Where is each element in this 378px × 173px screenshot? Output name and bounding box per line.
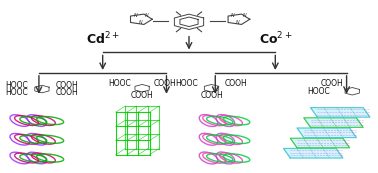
Text: HOOC: HOOC (307, 87, 330, 96)
Polygon shape (311, 108, 370, 117)
Text: COOH: COOH (153, 79, 176, 88)
Polygon shape (297, 128, 356, 138)
Polygon shape (304, 118, 363, 127)
Text: HOOC: HOOC (108, 79, 131, 88)
Text: HOOC: HOOC (5, 88, 28, 97)
Text: COOH: COOH (56, 81, 78, 90)
Text: HOOC: HOOC (176, 79, 198, 88)
Text: N: N (236, 20, 240, 25)
Text: COOH: COOH (131, 91, 153, 100)
Text: COOH: COOH (320, 79, 343, 88)
Text: COOH: COOH (56, 88, 78, 97)
Text: N: N (138, 20, 142, 25)
Polygon shape (284, 148, 343, 158)
Text: N: N (231, 13, 235, 18)
Text: Co$^{2+}$: Co$^{2+}$ (259, 31, 292, 47)
Text: COOH: COOH (225, 79, 247, 88)
Text: N: N (145, 13, 149, 18)
Polygon shape (290, 138, 350, 148)
Text: N: N (133, 13, 137, 18)
Text: N: N (243, 13, 246, 18)
Text: Cd$^{2+}$: Cd$^{2+}$ (86, 31, 120, 47)
Text: COOH: COOH (200, 91, 223, 100)
Text: HOOC: HOOC (5, 81, 28, 90)
